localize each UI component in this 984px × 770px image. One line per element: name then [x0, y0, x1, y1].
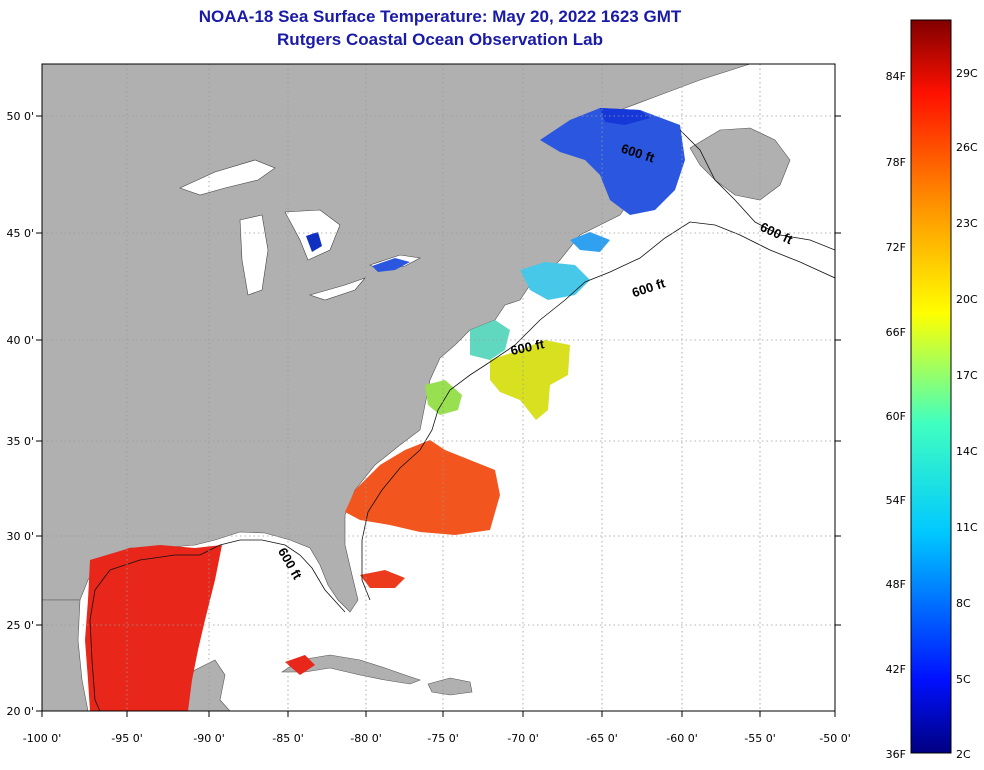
- sst-gulf-of-st-lawrence: [540, 108, 685, 215]
- lat-tick-label: 45 0': [6, 227, 34, 240]
- colorbar-f-label: 60F: [886, 410, 906, 423]
- sst-chesapeake: [425, 380, 462, 415]
- colorbar-f-label: 66F: [886, 326, 906, 339]
- colorbar-f-label: 42F: [886, 663, 906, 676]
- map-frame: [41, 63, 836, 712]
- graticule: [42, 64, 835, 711]
- land-cuba: [281, 654, 421, 685]
- lon-tick-label: -100 0': [23, 732, 61, 745]
- lon-tick-label: -80 0': [350, 732, 382, 745]
- land-mexico: [42, 599, 89, 711]
- colorbar-celsius-labels: 29C 26C 23C 20C 17C 14C 11C 8C 5C 2C: [956, 67, 978, 761]
- land-hispaniola: [427, 677, 473, 696]
- lon-tick-label: -75 0': [427, 732, 459, 745]
- axis-ticks: [36, 115, 841, 717]
- lat-tick-label: 35 0': [6, 435, 34, 448]
- colorbar-c-label: 8C: [956, 597, 971, 610]
- lat-tick-label: 25 0': [6, 619, 34, 632]
- sst-caribbean: [285, 655, 315, 675]
- sst-mid-atlantic-shelf: [470, 320, 510, 360]
- lat-tick-label: 30 0': [6, 530, 34, 543]
- lon-tick-label: -50 0': [819, 732, 851, 745]
- colorbar-f-label: 36F: [886, 748, 906, 761]
- colorbar: [910, 19, 952, 754]
- sst-data: [85, 108, 685, 711]
- colorbar-c-label: 11C: [956, 521, 978, 534]
- colorbar-c-label: 26C: [956, 141, 978, 154]
- lon-tick-label: -90 0': [193, 732, 225, 745]
- isobath-600ft-contours: [89, 129, 835, 711]
- colorbar-c-label: 23C: [956, 217, 978, 230]
- colorbar-f-label: 48F: [886, 578, 906, 591]
- colorbar-f-label: 72F: [886, 241, 906, 254]
- colorbar-c-label: 5C: [956, 673, 971, 686]
- lon-tick-label: -65 0': [586, 732, 618, 745]
- sst-slope-water: [490, 340, 570, 420]
- sst-nova-scotia: [570, 232, 610, 252]
- sst-bahamas: [360, 570, 405, 588]
- lon-tick-label: -70 0': [507, 732, 539, 745]
- map-title: NOAA-18 Sea Surface Temperature: May 20,…: [198, 7, 682, 26]
- lon-tick-label: -55 0': [744, 732, 776, 745]
- lat-tick-label: 20 0': [6, 705, 34, 718]
- colorbar-f-label: 84F: [886, 70, 906, 83]
- sst-gulf-of-mexico: [85, 545, 222, 711]
- colorbar-fahrenheit-labels: 84F 78F 72F 66F 60F 54F 48F 42F 36F: [886, 70, 906, 761]
- lat-tick-label: 50 0': [6, 110, 34, 123]
- latitude-labels: 50 0' 45 0' 40 0' 35 0' 30 0' 25 0' 20 0…: [6, 110, 34, 718]
- sst-st-lawrence-estuary: [600, 108, 650, 125]
- lon-tick-label: -85 0': [272, 732, 304, 745]
- lon-tick-label: -95 0': [111, 732, 143, 745]
- sst-lake-erie: [372, 258, 410, 272]
- colorbar-f-label: 78F: [886, 156, 906, 169]
- lon-tick-label: -60 0': [666, 732, 698, 745]
- land-newfoundland: [689, 127, 791, 201]
- colorbar-c-label: 2C: [956, 748, 971, 761]
- colorbar-c-label: 20C: [956, 293, 978, 306]
- sst-lake-michigan-north: [306, 232, 322, 252]
- map-subtitle: Rutgers Coastal Ocean Observation Lab: [277, 30, 603, 49]
- colorbar-f-label: 54F: [886, 494, 906, 507]
- lat-tick-label: 40 0': [6, 334, 34, 347]
- colorbar-c-label: 14C: [956, 445, 978, 458]
- colorbar-c-label: 17C: [956, 369, 978, 382]
- isobath-label: 600 ft: [509, 336, 546, 358]
- sst-gulf-stream: [345, 440, 500, 535]
- sst-gulf-of-maine: [520, 262, 590, 300]
- colorbar-c-label: 29C: [956, 67, 978, 80]
- longitude-labels: -100 0' -95 0' -90 0' -85 0' -80 0' -75 …: [23, 732, 851, 745]
